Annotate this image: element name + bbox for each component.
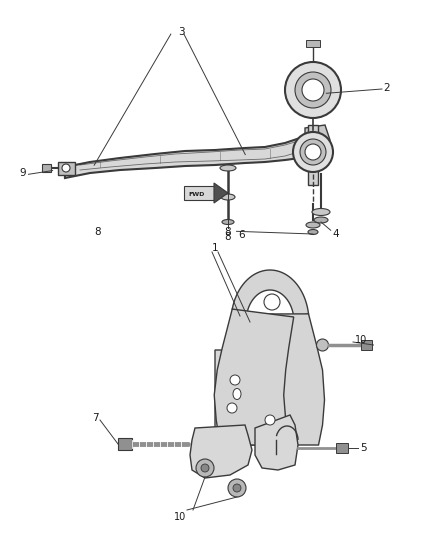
Circle shape <box>293 132 333 172</box>
Text: 8: 8 <box>225 227 231 237</box>
Polygon shape <box>184 186 214 200</box>
Text: 6: 6 <box>239 230 245 240</box>
Text: 5: 5 <box>360 443 367 453</box>
Ellipse shape <box>233 389 241 400</box>
Circle shape <box>300 139 326 165</box>
Circle shape <box>233 484 241 492</box>
Text: 8: 8 <box>94 227 101 237</box>
Circle shape <box>230 375 240 385</box>
Circle shape <box>317 339 328 351</box>
Ellipse shape <box>314 217 328 223</box>
Circle shape <box>62 164 70 172</box>
Ellipse shape <box>306 222 320 228</box>
Text: 2: 2 <box>383 83 390 93</box>
Bar <box>118 438 132 450</box>
Bar <box>336 443 348 453</box>
Text: 1: 1 <box>212 243 218 253</box>
Text: 7: 7 <box>92 413 98 423</box>
Circle shape <box>228 479 246 497</box>
Circle shape <box>295 72 331 108</box>
Text: 8: 8 <box>225 232 231 242</box>
Circle shape <box>201 464 209 472</box>
Polygon shape <box>247 314 325 445</box>
Ellipse shape <box>220 165 236 171</box>
Polygon shape <box>214 309 294 445</box>
Ellipse shape <box>312 208 330 215</box>
FancyBboxPatch shape <box>42 164 51 172</box>
Polygon shape <box>308 125 318 185</box>
Polygon shape <box>190 425 252 478</box>
Text: 10: 10 <box>355 335 367 345</box>
Bar <box>360 340 371 350</box>
Ellipse shape <box>222 220 234 224</box>
Text: 4: 4 <box>332 229 339 239</box>
Circle shape <box>265 415 275 425</box>
Text: 3: 3 <box>178 27 185 37</box>
Polygon shape <box>214 183 228 203</box>
Ellipse shape <box>308 230 318 235</box>
Circle shape <box>305 144 321 160</box>
Circle shape <box>196 459 214 477</box>
Polygon shape <box>58 162 75 175</box>
Text: 9: 9 <box>20 168 26 178</box>
Polygon shape <box>215 350 260 445</box>
Polygon shape <box>232 270 308 317</box>
Ellipse shape <box>221 194 235 200</box>
Text: FWD: FWD <box>188 191 205 197</box>
Circle shape <box>285 62 341 118</box>
Circle shape <box>302 79 324 101</box>
Text: 10: 10 <box>174 512 186 522</box>
Circle shape <box>227 403 237 413</box>
Polygon shape <box>65 130 315 178</box>
Polygon shape <box>255 415 298 470</box>
Polygon shape <box>306 40 320 47</box>
Polygon shape <box>305 125 330 168</box>
Circle shape <box>264 294 280 310</box>
